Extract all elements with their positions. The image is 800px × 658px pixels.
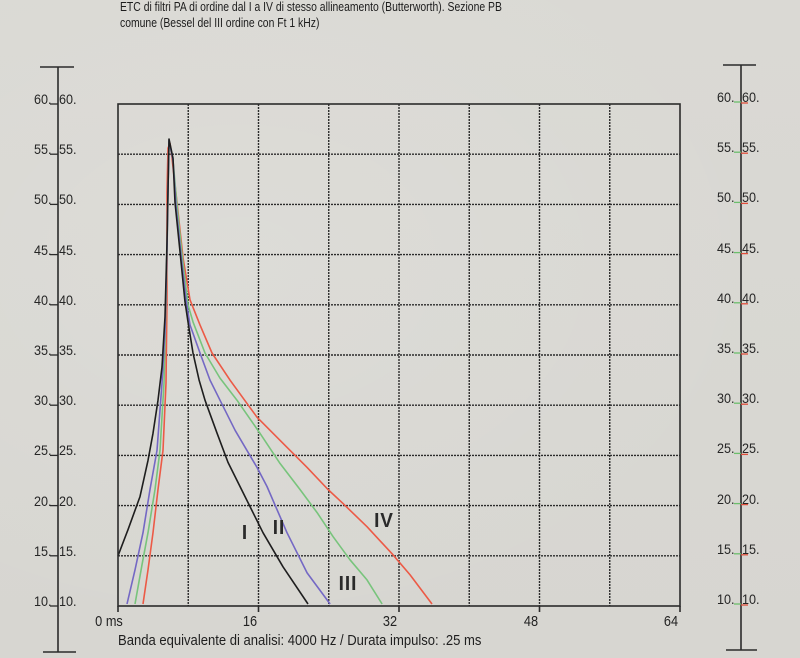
- left-scale-label-inner: 25.: [59, 442, 77, 459]
- right-scale-label-outer: 30.: [716, 390, 734, 407]
- plot-curves: [117, 138, 433, 605]
- right-scale-label-inner: 60.: [742, 89, 760, 105]
- left-scale-label-inner: 10.: [59, 593, 77, 609]
- left-scale-label-outer: 55.: [33, 141, 51, 158]
- right-scale-label-inner: 10.: [742, 591, 760, 607]
- left-scale-label-outer: 20.: [33, 492, 51, 509]
- right-scale-label-inner: 45.: [742, 239, 760, 256]
- left-scale-label-outer: 10.: [33, 593, 51, 609]
- left-scale-label-outer: 25.: [33, 442, 51, 459]
- x-axis-label: 64: [663, 613, 679, 630]
- left-scale-label-inner: 35.: [59, 342, 77, 358]
- left-scale-label-inner: 30.: [59, 392, 77, 409]
- left-scale-label-inner: 20.: [59, 492, 77, 509]
- left-scale-label-outer: 40.: [33, 291, 51, 308]
- side-scales: [40, 64, 757, 653]
- plot-frame: [117, 103, 681, 607]
- plot-grid: [117, 104, 681, 612]
- left-scale-label-inner: 60.: [59, 91, 77, 107]
- analysis-info: Banda equivalente di analisi: 4000 Hz / …: [118, 632, 482, 649]
- left-scale-label-outer: 50.: [33, 191, 51, 208]
- right-scale-label-outer: 10.: [716, 591, 734, 607]
- left-scale-label-inner: 50.: [59, 191, 77, 208]
- left-scale-label-outer: 45.: [33, 241, 51, 258]
- x-axis-label: 16: [242, 613, 257, 630]
- left-scale-label-inner: 40.: [59, 291, 77, 308]
- right-scale-label-outer: 50.: [716, 189, 734, 206]
- right-scale-label-outer: 40.: [716, 289, 734, 306]
- chart-title-line-1: ETC di filtri PA di ordine dal I a IV di…: [120, 0, 502, 14]
- right-scale-label-inner: 30.: [742, 390, 760, 407]
- right-scale-label-inner: 50.: [742, 189, 760, 206]
- right-scale-label-outer: 35.: [716, 340, 734, 356]
- x-axis-label: 32: [382, 613, 398, 630]
- right-scale-label-outer: 15.: [716, 540, 734, 557]
- right-scale-label-inner: 25.: [742, 440, 760, 457]
- right-scale-label-outer: 25.: [716, 440, 734, 457]
- left-scale-label-inner: 55.: [59, 141, 77, 158]
- left-scale-label-outer: 30.: [33, 392, 51, 409]
- right-scale-label-inner: 40.: [742, 289, 760, 306]
- right-scale-label-outer: 55.: [716, 139, 734, 156]
- right-scale-label-inner: 20.: [742, 490, 760, 507]
- curve-label-ii: II: [272, 516, 285, 539]
- curve-iii: [134, 140, 383, 605]
- curve-label-i: I: [241, 521, 249, 544]
- curve-label-iii: III: [338, 572, 358, 595]
- chart-title-line-2: comune (Bessel del III ordine con Ft 1 k…: [120, 15, 320, 30]
- right-scale-label-inner: 15.: [742, 540, 760, 557]
- left-scale-label-inner: 15.: [59, 542, 77, 559]
- x-axis-label: 48: [523, 613, 538, 630]
- curve-i: [117, 138, 309, 605]
- right-scale-label-inner: 35.: [742, 340, 760, 356]
- left-scale-label-outer: 35.: [33, 342, 51, 358]
- left-scale-label-outer: 60.: [33, 91, 51, 107]
- curve-ii: [126, 139, 331, 605]
- left-scale-label-outer: 15.: [33, 542, 51, 559]
- right-scale-label-outer: 60.: [716, 89, 734, 105]
- curve-label-iv: IV: [374, 509, 394, 532]
- left-scale-label-inner: 45.: [59, 241, 77, 258]
- right-scale-label-outer: 45.: [716, 239, 734, 256]
- right-scale-label-outer: 20.: [716, 490, 734, 507]
- right-scale-label-inner: 55.: [742, 139, 760, 156]
- x-axis-label: 0 ms: [95, 613, 123, 630]
